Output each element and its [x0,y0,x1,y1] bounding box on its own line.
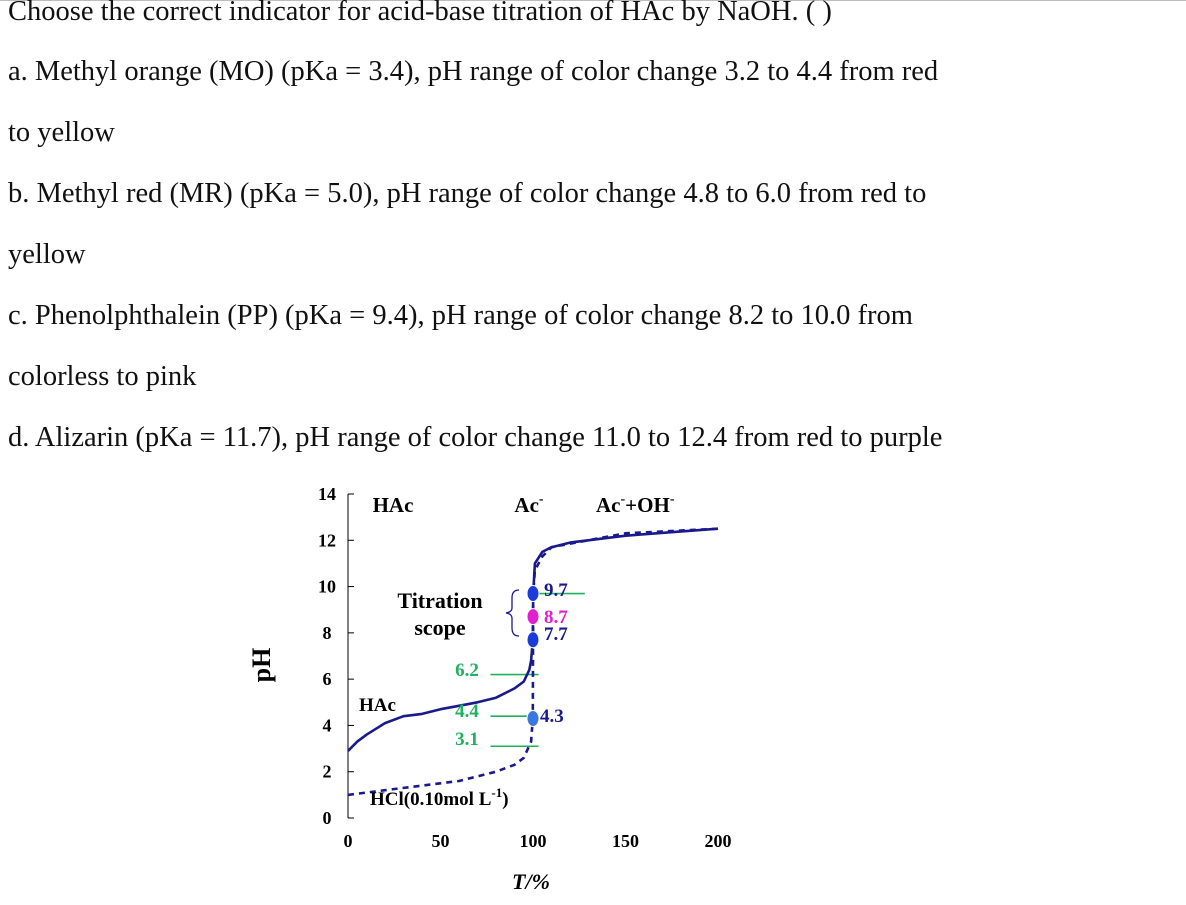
region-label-ac-oh: Ac-+OH- [596,492,675,517]
titration-curve-figure: 0 2 4 6 8 10 12 14 0 50 100 150 200 pH T/% HAc Ac- A… [247,484,732,894]
x-tick-label: 150 [612,831,639,851]
marker-label-8.7: 8.7 [544,607,568,628]
marker-label-9.7: 9.7 [544,580,568,601]
top-rule [0,0,1186,1]
y-tick-label: 0 [323,808,332,828]
marker-point [526,608,540,626]
option-a-line-1: a. Methyl orange (MO) (pKa = 3.4), pH ra… [8,56,939,87]
y-tick-label: 10 [318,577,336,597]
y-tick-label: 12 [318,530,336,550]
marker-point [526,631,540,649]
y-axis-label: pH [247,648,276,683]
y-tick-label: 2 [323,762,332,782]
option-c-line-2: colorless to pink [8,361,197,392]
region-label-ac: Ac- [514,492,544,517]
x-tick-label: 0 [344,831,353,851]
option-a-line-2: to yellow [8,117,115,148]
y-tick-label: 8 [323,623,332,643]
y-tick-label: 14 [318,484,336,504]
curve-label-hcl: HCl(0.10mol L-1) [370,785,509,810]
question-stem: Choose the correct indicator for acid-ba… [8,0,832,27]
series-line-hac [347,527,719,752]
marker-label-7.7: 7.7 [544,624,568,645]
region-label-hac: HAc [373,493,414,517]
svg-text:Ac-: Ac- [514,492,544,517]
option-d-line: d. Alizarin (pKa = 11.7), pH range of co… [8,422,943,453]
svg-text:HCl(0.10mol L-1): HCl(0.10mol L-1) [370,785,509,810]
titration-scope-label-1: Titration [397,588,482,613]
option-c-line-1: c. Phenolphthalein (PP) (pKa = 9.4), pH … [8,300,913,331]
y-tick-label: 6 [323,669,332,689]
equivalence-markers [526,585,540,727]
marker-label-4.3: 4.3 [540,706,564,727]
scope-brace [505,589,520,637]
curve-label-hac: HAc [359,695,396,716]
option-b-line-2: yellow [8,239,86,270]
marker-point [526,585,540,603]
marker-point [526,709,540,727]
level-label-6.2: 6.2 [455,660,479,681]
x-axis-label: T/% [512,869,550,894]
series-line-hcl [347,527,719,797]
curves [347,527,719,797]
axis-ticks: 0 2 4 6 8 10 12 14 0 50 100 150 200 [318,484,732,851]
svg-text:Ac-+OH-: Ac-+OH- [596,492,675,517]
titration-scope-label-2: scope [414,615,466,640]
x-tick-label: 50 [432,831,450,851]
y-tick-label: 4 [323,715,332,735]
x-tick-label: 100 [520,831,547,851]
level-label-3.1: 3.1 [455,729,479,750]
x-tick-label: 200 [705,831,732,851]
level-label-4.4: 4.4 [455,701,479,722]
option-b-line-1: b. Methyl red (MR) (pKa = 5.0), pH range… [8,178,927,209]
